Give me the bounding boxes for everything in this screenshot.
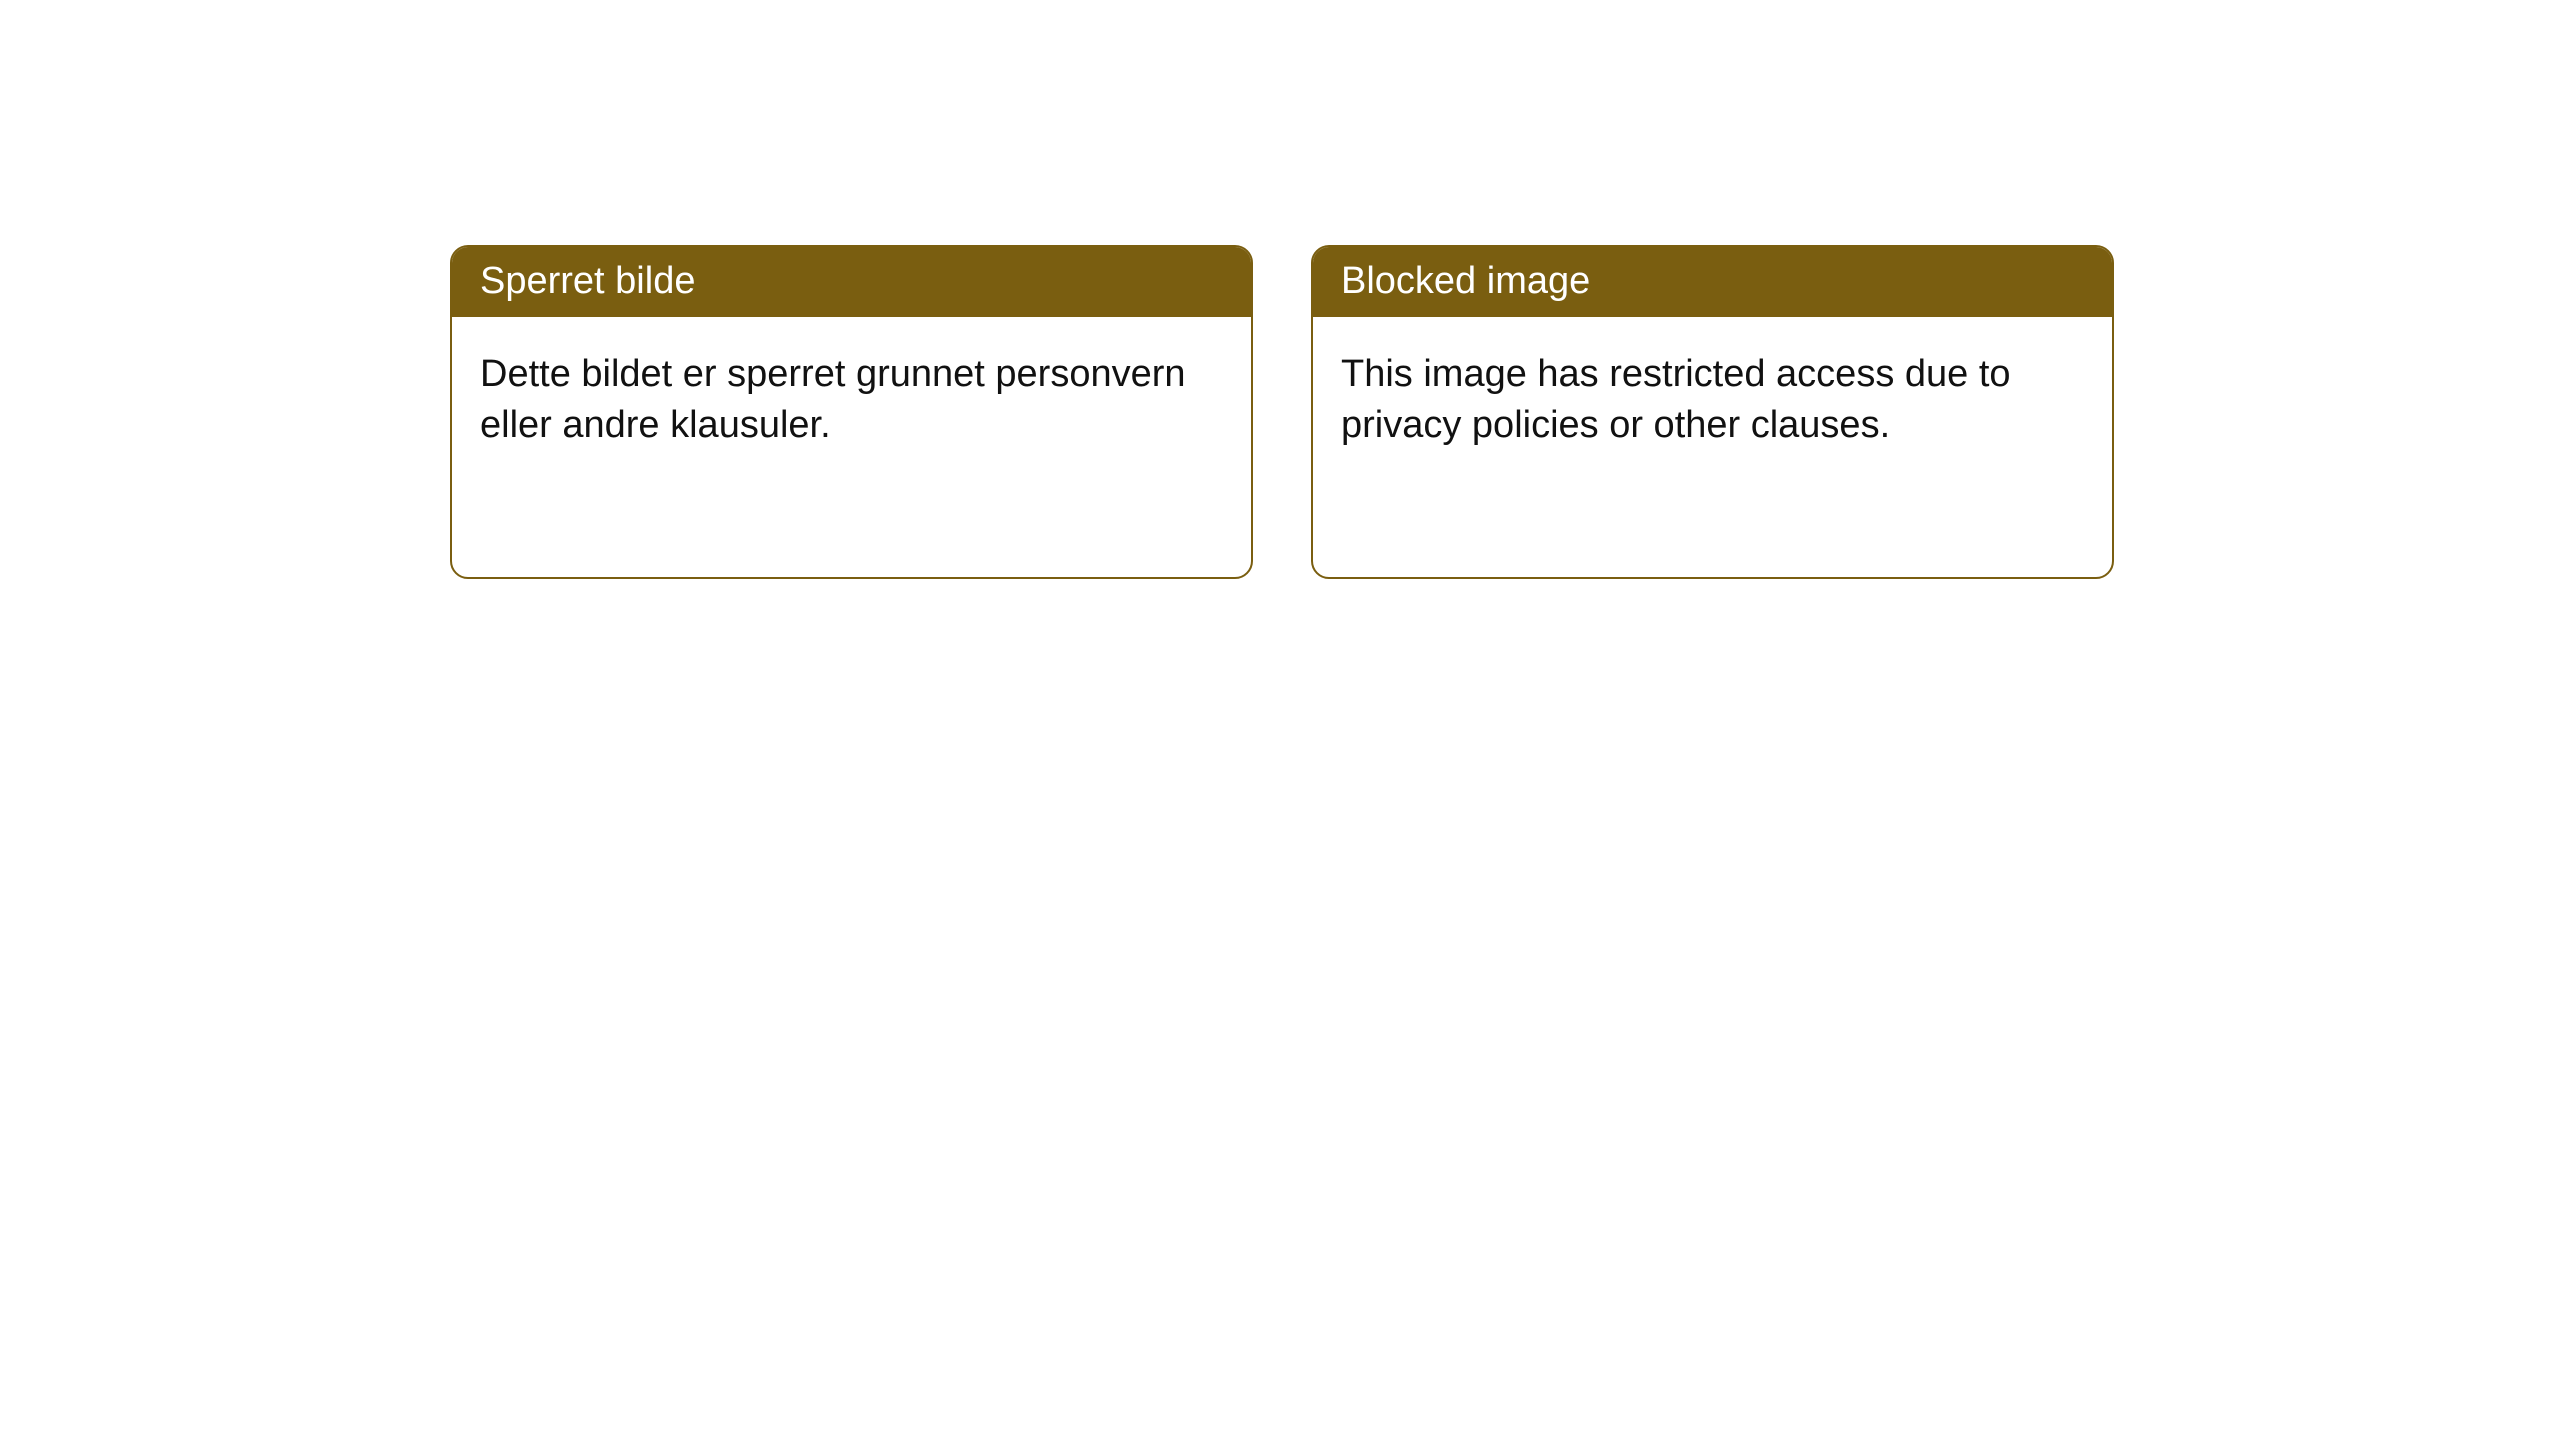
notice-card-title: Sperret bilde [452,247,1251,317]
notice-card-title: Blocked image [1313,247,2112,317]
notice-card-body: Dette bildet er sperret grunnet personve… [452,317,1251,484]
notice-container: Sperret bilde Dette bildet er sperret gr… [450,245,2114,579]
notice-card-body: This image has restricted access due to … [1313,317,2112,484]
notice-card-no: Sperret bilde Dette bildet er sperret gr… [450,245,1253,579]
notice-card-en: Blocked image This image has restricted … [1311,245,2114,579]
